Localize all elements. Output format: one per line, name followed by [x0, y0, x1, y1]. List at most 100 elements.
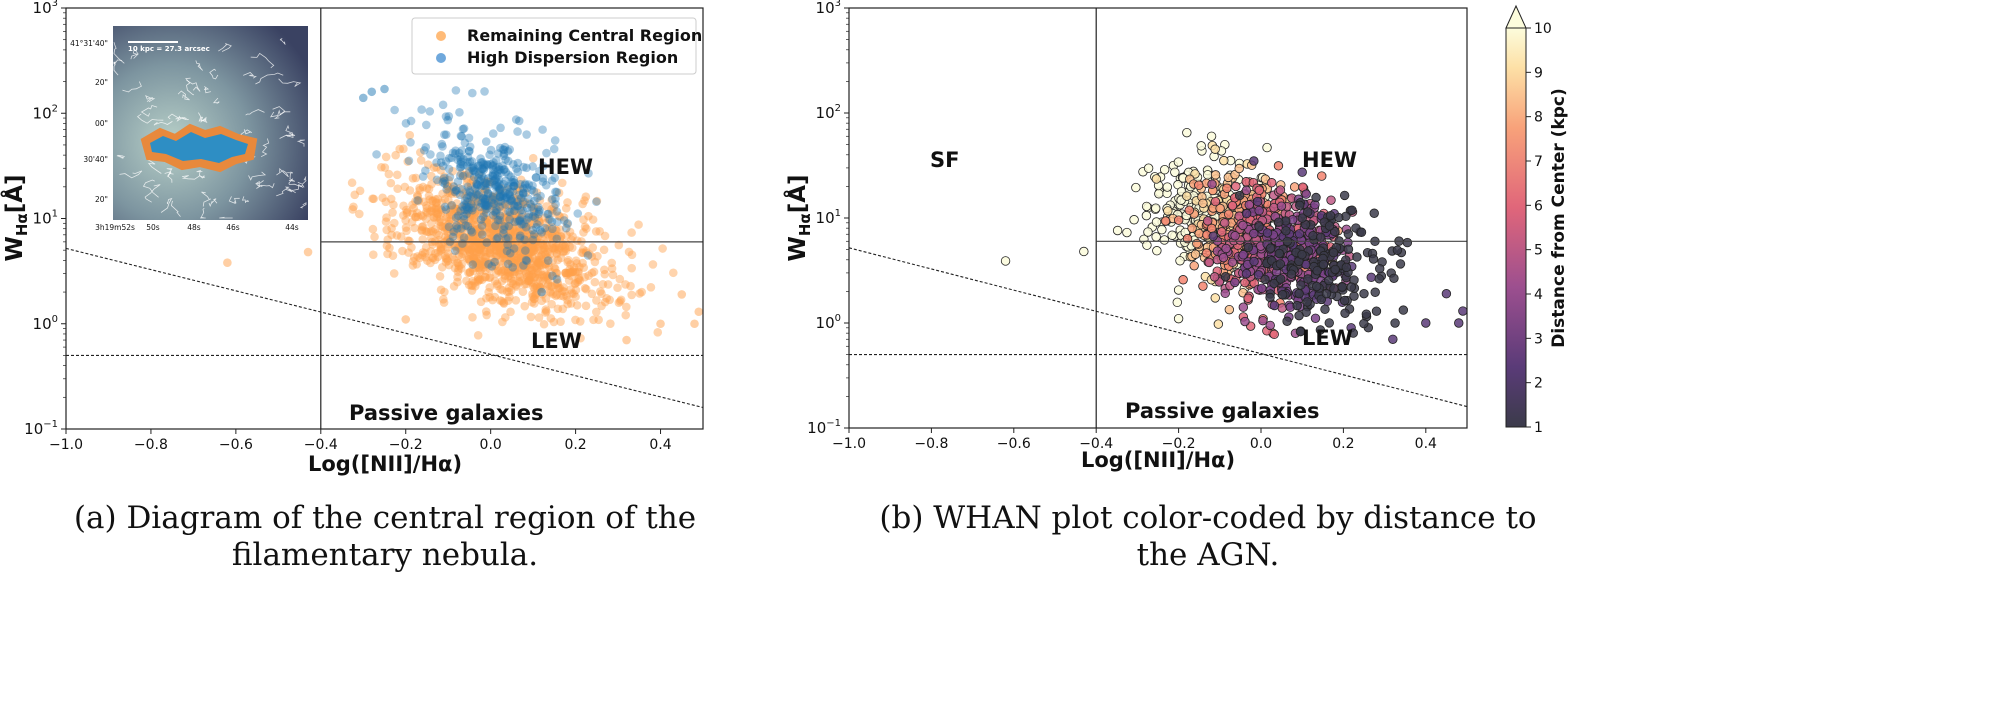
scatter-point: [459, 218, 469, 228]
scatter-point: [435, 239, 444, 249]
scatter-point: [535, 166, 544, 176]
scatter-point: [465, 221, 474, 231]
scatter-point: [554, 211, 564, 220]
scatter-point: [528, 289, 537, 299]
scatter-point: [515, 216, 525, 226]
scatter-point: [511, 200, 521, 210]
scatter-point: [470, 210, 480, 220]
scatter-point: [499, 246, 508, 256]
scatter-point: [473, 231, 482, 241]
scatter-point: [491, 221, 500, 231]
scatter-point: [480, 260, 489, 270]
scatter-point: [408, 200, 417, 210]
scatter-point: [529, 207, 539, 216]
scatter-point: [470, 213, 479, 223]
scatter-point: [511, 249, 521, 259]
scatter-point: [535, 260, 545, 269]
scatter-point: [521, 246, 530, 255]
scatter-point: [498, 243, 507, 253]
scatter-point: [490, 219, 500, 229]
inset-contour: [285, 124, 294, 139]
scatter-point: [382, 225, 392, 235]
scatter-point: [507, 196, 516, 206]
scatter-point: [1392, 245, 1403, 255]
colorbar-label: Distance from Center (kpc): [1549, 88, 1569, 348]
scatter-point: [549, 144, 559, 154]
scatter-point: [468, 266, 478, 276]
scatter-point: [490, 257, 499, 267]
scatter-point: [474, 259, 484, 268]
scatter-point: [584, 271, 593, 280]
scatter-point: [1294, 310, 1304, 321]
x-tick-label: 0.4: [649, 437, 671, 453]
scatter-point: [491, 174, 501, 183]
scatter-point: [480, 196, 490, 206]
scatter-point: [493, 214, 502, 224]
scatter-point: [456, 157, 466, 167]
scatter-point: [505, 211, 514, 220]
scatter-point: [554, 241, 564, 251]
scatter-point: [457, 252, 467, 262]
scatter-point: [432, 158, 441, 167]
scatter-point: [527, 278, 537, 288]
scatter-point: [481, 266, 490, 275]
scatter-point: [531, 209, 540, 219]
scatter-point: [469, 166, 479, 175]
scatter-point: [503, 240, 512, 250]
scatter-point: [489, 230, 498, 240]
scatter-point: [519, 245, 528, 255]
scatter-point: [418, 248, 428, 257]
scatter-point: [1172, 297, 1182, 308]
scatter-point: [541, 180, 551, 190]
panel-a-divider-lines: [65, 8, 704, 429]
scatter-point: [460, 200, 470, 210]
scatter-point: [459, 222, 468, 231]
scatter-point: [424, 227, 434, 237]
scatter-point: [1388, 334, 1398, 344]
scatter-point: [527, 212, 537, 222]
scatter-point: [1454, 318, 1464, 328]
scatter-point: [1222, 183, 1232, 193]
scatter-point: [558, 304, 568, 314]
scatter-point: [550, 136, 560, 145]
scatter-point: [472, 230, 482, 240]
scatter-point: [472, 226, 482, 236]
scatter-point: [429, 213, 439, 223]
scatter-point: [508, 257, 517, 267]
scatter-point: [468, 281, 477, 290]
scatter-point: [554, 284, 563, 293]
scatter-point: [436, 214, 445, 224]
inset-contour: [287, 171, 295, 182]
scatter-point: [388, 208, 397, 217]
scatter-point: [492, 269, 501, 278]
scatter-point: [458, 242, 468, 251]
scatter-point: [470, 208, 480, 218]
scatter-point: [608, 270, 618, 280]
scatter-point: [534, 256, 544, 265]
scatter-point: [496, 192, 505, 201]
inset-highlight-region: [140, 123, 258, 173]
scatter-point: [475, 275, 485, 284]
scatter-point: [455, 171, 465, 180]
scatter-point: [532, 263, 542, 273]
scatter-point-outlier: [401, 315, 411, 324]
scatter-point: [547, 217, 557, 226]
scatter-point: [456, 206, 465, 216]
scatter-point: [443, 181, 452, 191]
scatter-point: [627, 250, 637, 260]
inset-contour: [297, 176, 307, 185]
scatter-point: [476, 229, 486, 239]
scatter-point: [452, 246, 462, 255]
scatter-point: [431, 208, 441, 218]
scatter-point: [533, 258, 543, 267]
scatter-point: [477, 206, 486, 216]
scatter-point: [502, 193, 511, 202]
scatter-point: [490, 170, 500, 179]
scatter-point: [578, 245, 588, 254]
scatter-point: [1238, 220, 1248, 231]
scatter-point: [490, 207, 499, 216]
scatter-point: [580, 196, 589, 205]
scatter-point: [460, 170, 469, 180]
scatter-point: [449, 255, 459, 264]
